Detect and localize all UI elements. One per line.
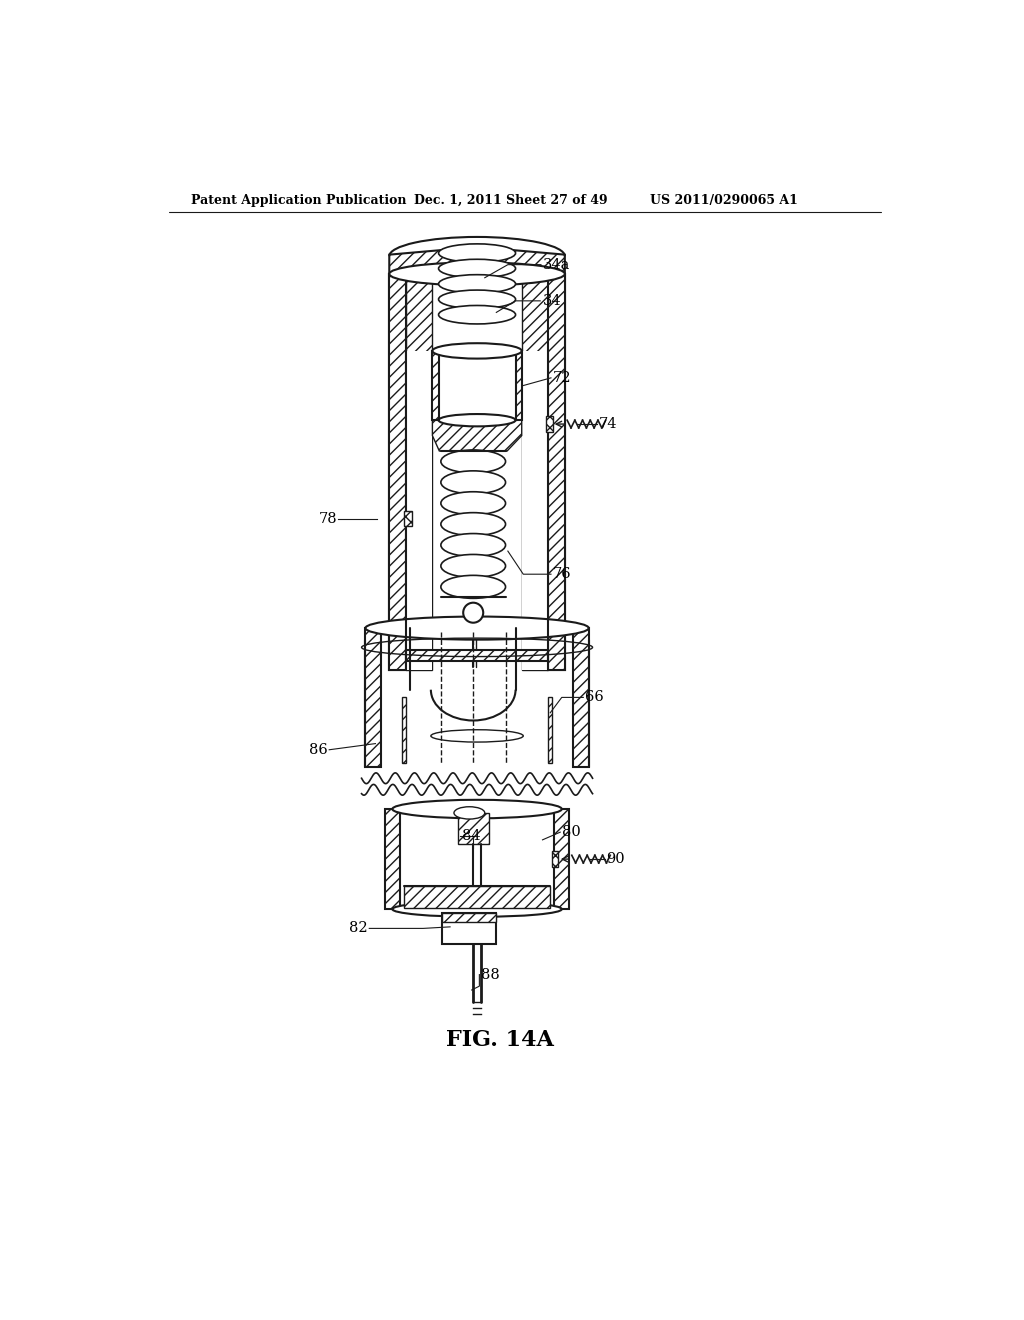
Bar [515, 351, 521, 420]
Bar [407, 275, 548, 671]
Ellipse shape [389, 263, 565, 285]
Bar [442, 913, 497, 923]
Polygon shape [432, 420, 521, 451]
Bar [432, 351, 438, 420]
Bar [554, 809, 569, 909]
Bar [389, 275, 407, 671]
Ellipse shape [438, 275, 515, 293]
Text: 34a: 34a [543, 257, 570, 272]
Ellipse shape [441, 533, 506, 557]
Bar [407, 351, 432, 671]
Bar [385, 809, 400, 909]
Ellipse shape [463, 603, 483, 623]
Text: 74: 74 [599, 417, 617, 432]
Ellipse shape [438, 414, 515, 426]
Ellipse shape [366, 616, 589, 640]
Bar [407, 275, 432, 671]
Text: 78: 78 [318, 512, 337, 525]
Ellipse shape [438, 259, 515, 277]
Text: Sheet 27 of 49: Sheet 27 of 49 [506, 194, 608, 207]
Text: 80: 80 [562, 825, 581, 840]
Ellipse shape [454, 807, 484, 818]
Text: 72: 72 [553, 371, 571, 385]
Bar [546, 416, 553, 432]
Bar [402, 697, 407, 763]
Polygon shape [389, 247, 565, 275]
Bar [552, 851, 558, 867]
Text: 86: 86 [309, 743, 328, 756]
Bar [548, 275, 565, 671]
Text: 82: 82 [349, 921, 368, 936]
Ellipse shape [441, 554, 506, 577]
Bar [407, 649, 548, 661]
Bar [389, 275, 407, 671]
Ellipse shape [432, 343, 521, 359]
Ellipse shape [441, 512, 506, 536]
Text: Patent Application Publication: Patent Application Publication [190, 194, 407, 207]
Bar [403, 511, 412, 527]
Ellipse shape [441, 471, 506, 494]
Text: Dec. 1, 2011: Dec. 1, 2011 [414, 194, 502, 207]
Text: 66: 66 [585, 690, 603, 705]
Text: 84: 84 [462, 829, 480, 843]
Text: US 2011/0290065 A1: US 2011/0290065 A1 [650, 194, 798, 207]
Text: FIG. 14A: FIG. 14A [446, 1030, 554, 1051]
Bar [521, 351, 548, 671]
Text: 76: 76 [553, 568, 571, 581]
Bar [548, 275, 565, 671]
Ellipse shape [438, 305, 515, 323]
Bar [521, 275, 548, 671]
Bar [548, 697, 552, 763]
Ellipse shape [441, 450, 506, 473]
Ellipse shape [441, 492, 506, 515]
Ellipse shape [438, 290, 515, 309]
Ellipse shape [441, 576, 506, 598]
Text: 88: 88 [481, 968, 500, 982]
Bar [403, 886, 550, 908]
Text: 34: 34 [543, 294, 561, 308]
Ellipse shape [392, 902, 562, 917]
Ellipse shape [438, 244, 515, 263]
Bar [573, 628, 589, 767]
Bar [442, 913, 497, 944]
Bar [458, 813, 488, 843]
Text: 90: 90 [606, 853, 625, 866]
Bar [438, 351, 515, 420]
Bar [366, 628, 381, 767]
Ellipse shape [392, 800, 562, 818]
